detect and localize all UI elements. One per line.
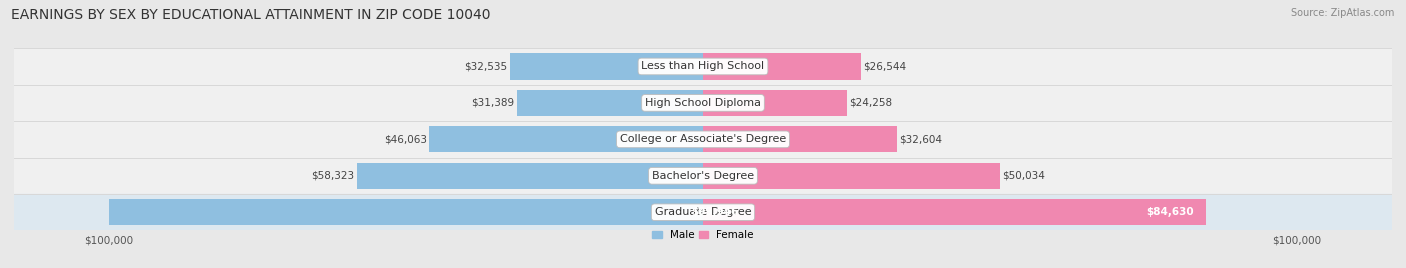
Bar	[429, 126, 703, 152]
Text: $26,544: $26,544	[863, 61, 905, 72]
Bar	[703, 53, 860, 80]
Bar	[510, 53, 703, 80]
Bar	[110, 199, 703, 225]
Text: Graduate Degree: Graduate Degree	[655, 207, 751, 217]
Bar	[14, 158, 1392, 194]
Bar	[516, 90, 703, 116]
Bar	[357, 163, 703, 189]
Text: High School Diploma: High School Diploma	[645, 98, 761, 108]
Text: $50,034: $50,034	[1002, 171, 1046, 181]
Text: $58,323: $58,323	[311, 171, 354, 181]
Text: $31,389: $31,389	[471, 98, 515, 108]
Bar	[703, 126, 897, 152]
Text: Bachelor's Degree: Bachelor's Degree	[652, 171, 754, 181]
Bar	[703, 199, 1205, 225]
Text: $99,946: $99,946	[692, 207, 738, 217]
Bar	[703, 163, 1000, 189]
Text: Less than High School: Less than High School	[641, 61, 765, 72]
Bar	[14, 121, 1392, 158]
Bar	[14, 48, 1392, 85]
Text: College or Associate's Degree: College or Associate's Degree	[620, 134, 786, 144]
Text: $46,063: $46,063	[384, 134, 427, 144]
Bar	[703, 90, 846, 116]
Text: $84,630: $84,630	[1146, 207, 1194, 217]
Legend: Male, Female: Male, Female	[652, 230, 754, 240]
Bar	[14, 85, 1392, 121]
Text: $24,258: $24,258	[849, 98, 893, 108]
Text: Source: ZipAtlas.com: Source: ZipAtlas.com	[1291, 8, 1395, 18]
Text: $32,604: $32,604	[898, 134, 942, 144]
Text: EARNINGS BY SEX BY EDUCATIONAL ATTAINMENT IN ZIP CODE 10040: EARNINGS BY SEX BY EDUCATIONAL ATTAINMEN…	[11, 8, 491, 22]
Bar	[14, 194, 1392, 230]
Text: $32,535: $32,535	[464, 61, 508, 72]
